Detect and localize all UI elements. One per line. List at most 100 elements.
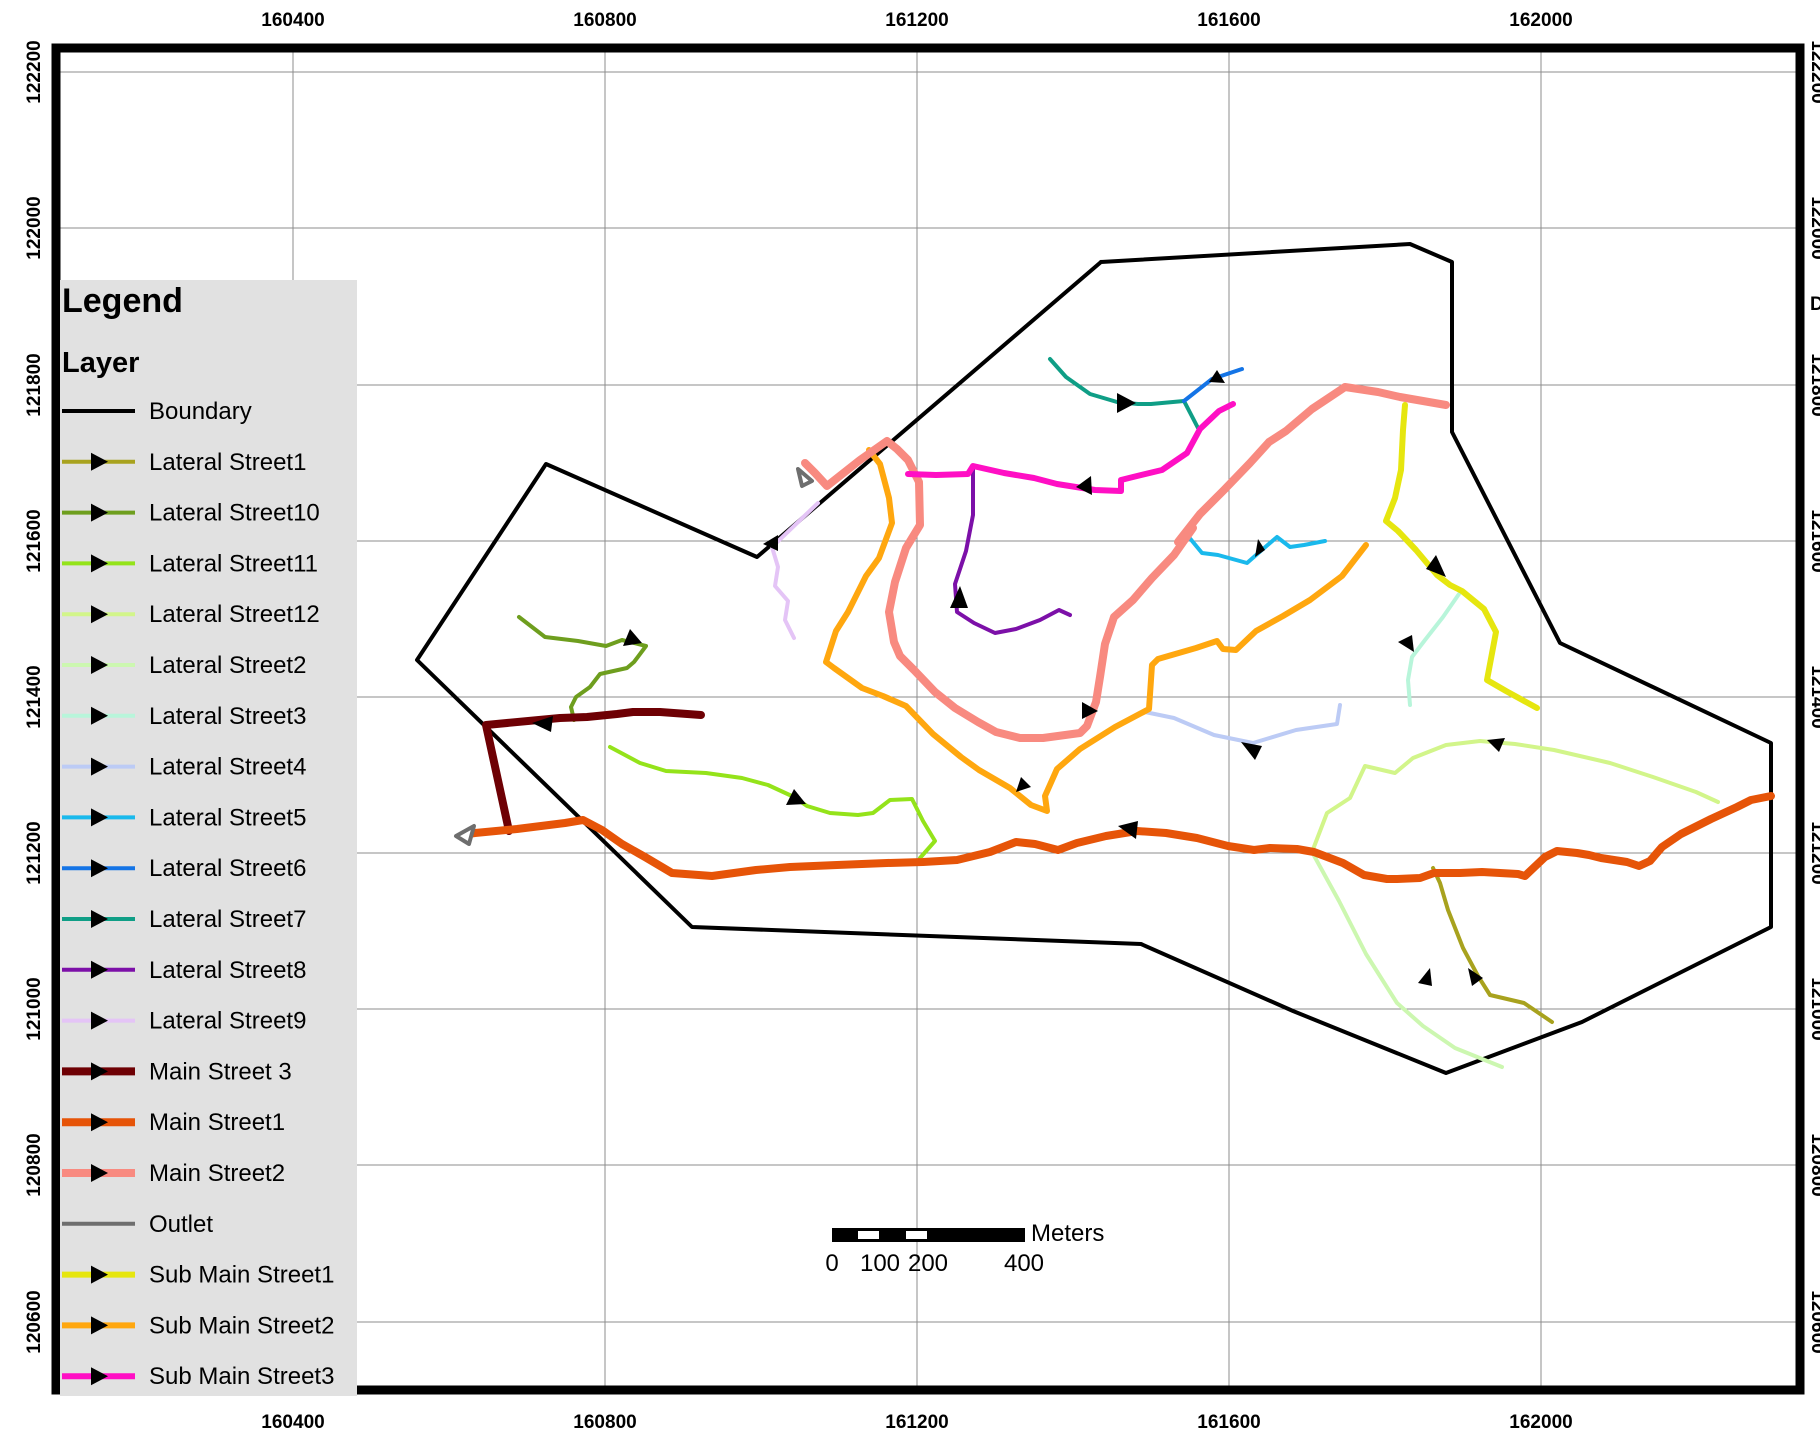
y-tick-right-6: 121000 [1807,977,1820,1040]
legend-arrow-icon [91,1367,108,1386]
legend-item-lateral-street3: Lateral Street3 [62,703,306,730]
legend-label: Main Street2 [149,1160,285,1187]
legend: Legend Layer Boundary Lateral Street1 Late… [60,280,357,1396]
y-tick-labels-left: 122200 122000 121800 121600 121400 12120… [24,40,45,1353]
legend-item-lateral-street6: Lateral Street6 [62,855,306,882]
legend-label: Lateral Street8 [149,957,306,984]
legend-arrow-icon [91,605,108,624]
legend-label: Lateral Street12 [149,601,320,628]
legend-arrow-icon [91,1113,108,1132]
legend-item-sub-main-street1: Sub Main Street1 [62,1262,334,1289]
y-tick-right-7: 120800 [1807,1133,1820,1196]
legend-arrow-icon [91,910,108,928]
x-tick-labels-bottom: 160400 160800 161200 161600 162000 [261,1412,1572,1433]
lateral-street12-line [1310,739,1720,854]
legend-item-lateral-street7: Lateral Street7 [62,906,306,933]
main-street1-line [464,792,1775,883]
legend-label: Lateral Street2 [149,652,306,679]
legend-item-lateral-street1: Lateral Street1 [62,449,306,476]
y-tick-right-5: 121200 [1807,821,1820,884]
legend-item-main-street1: Main Street1 [62,1109,285,1136]
y-tick-labels-right: 122200 122000 121800 121600 121400 12120… [1807,40,1820,1353]
y-tick-left-2: 121800 [24,353,45,416]
legend-subtitle: Layer [62,347,139,379]
legend-items: Boundary Lateral Street1 Lateral Street10 L… [62,398,334,1390]
flow-arrow-lateral-street4 [1241,742,1262,760]
main-street2-line [801,383,1450,742]
flow-arrow-main-street1 [1118,821,1138,839]
y-tick-right-0: 122200 [1807,40,1820,103]
lateral-street1-line [1431,866,1554,1024]
x-tick-bottom-2: 161200 [885,1412,948,1433]
map-frame [51,43,1805,1395]
scale-bar-outline [832,1228,1025,1242]
legend-arrow-icon [91,960,108,979]
legend-item-main-street2: Main Street2 [62,1160,285,1187]
legend-label: Sub Main Street1 [149,1262,334,1289]
flow-arrow-lateral-street2 [1418,968,1432,986]
legend-label: Lateral Street1 [149,449,306,476]
x-tick-bottom-4: 162000 [1509,1412,1572,1433]
legend-label: Lateral Street11 [149,550,318,577]
legend-item-lateral-street2: Lateral Street2 [62,652,306,679]
legend-background [60,280,357,1396]
lateral-street11-line [608,745,937,860]
legend-item-lateral-street12: Lateral Street12 [62,601,320,628]
x-tick-top-0: 160400 [261,10,324,31]
legend-item-lateral-street4: Lateral Street4 [62,754,306,781]
y-tick-right-4: 121400 [1807,665,1820,728]
legend-item-sub-main-street3: Sub Main Street3 [62,1363,334,1390]
flow-arrow-lateral-street5 [1255,539,1265,557]
legend-label: Lateral Street5 [149,804,306,831]
x-tick-labels-top: 160400 160800 161200 161600 162000 [261,10,1572,31]
scale-bar-label-100: 100 [860,1250,900,1277]
x-tick-bottom-0: 160400 [261,1412,324,1433]
legend-label: Main Street 3 [149,1058,292,1085]
flow-arrow-sub-main-street3 [1076,476,1092,495]
scale-bar-unit: Meters [1031,1220,1104,1247]
flow-arrow-lateral-street8 [950,586,968,608]
legend-label: Sub Main Street3 [149,1363,334,1390]
legend-label: Lateral Street10 [149,500,320,527]
outlet-marker-1 [454,824,476,846]
lateral-street8-line [953,465,1072,635]
lateral-street3-line [1406,592,1461,707]
x-tick-top-1: 160800 [573,10,636,31]
scale-bar-segment-1 [858,1231,879,1239]
scale-bar-label-200: 200 [908,1250,948,1277]
y-tick-left-7: 120800 [24,1133,45,1196]
sub-main-street1-line [1383,402,1540,711]
lateral-street10-line [517,615,648,722]
x-tick-top-4: 162000 [1509,10,1572,31]
legend-item-boundary: Boundary [62,398,252,425]
legend-item-lateral-street9: Lateral Street9 [62,1008,306,1035]
legend-item-outlet: Outlet [62,1211,213,1238]
x-tick-bottom-3: 161600 [1197,1412,1260,1433]
flow-arrows [532,370,1505,986]
legend-arrow-icon [91,706,108,725]
legend-arrow-icon [91,452,108,471]
flow-arrow-sub-main-street1 [1426,555,1446,577]
flow-arrow-lateral-street9 [763,535,778,551]
flow-arrow-lateral-street6 [1209,370,1225,383]
legend-item-lateral-street8: Lateral Street8 [62,957,306,984]
flow-arrow-lateral-street10 [623,629,642,646]
legend-label: Main Street1 [149,1109,285,1136]
legend-arrow-icon [91,1062,108,1081]
y-tick-right-1: 122000 [1807,196,1820,259]
legend-arrow-icon [91,808,108,827]
lateral-street7-line [1048,357,1200,430]
sub-main-street3-line [905,401,1236,494]
y-tick-left-4: 121400 [24,665,45,728]
y-tick-left-5: 121200 [24,821,45,884]
legend-label: Lateral Street6 [149,855,306,882]
flow-arrow-lateral-street7 [1117,393,1136,413]
y-tick-right-2: 121800 [1807,353,1820,416]
legend-arrow-icon [91,656,108,674]
legend-label: Sub Main Street2 [149,1312,334,1339]
flow-arrow-main-street2 [1082,702,1098,719]
lateral-street2-line [1310,850,1504,1069]
scale-bar-label-0: 0 [825,1250,838,1277]
legend-arrow-icon [91,503,108,522]
scale-bar-segment-2 [906,1231,927,1239]
